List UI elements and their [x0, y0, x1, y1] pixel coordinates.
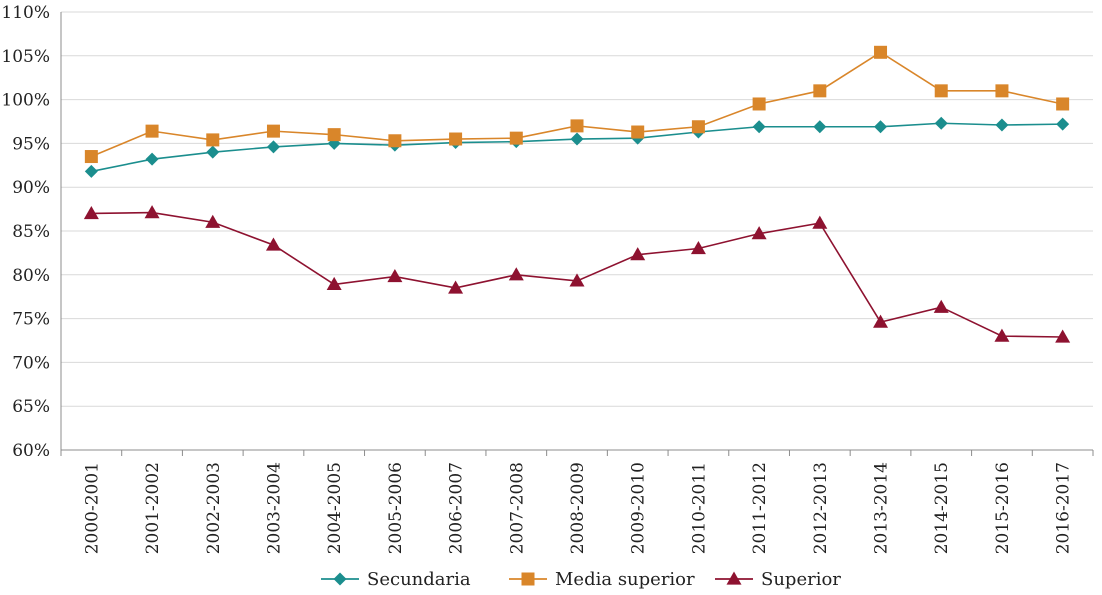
y-tick-label: 100% — [1, 91, 50, 111]
x-axis-ticks: 2000-2001 2001-2002 2002-2003 2003-2004 2004… — [82, 462, 1073, 554]
data-point-secundaria — [84, 164, 98, 178]
y-tick-label: 70% — [12, 353, 50, 373]
data-point-superior — [569, 273, 585, 287]
legend-item-media-superior: Media superior — [509, 569, 695, 590]
data-point-superior — [812, 215, 828, 229]
data-point-media-superior — [449, 132, 463, 146]
y-tick-label: 105% — [1, 47, 50, 67]
data-point-secundaria — [1056, 117, 1070, 131]
x-tick-label: 2012-2013 — [811, 462, 831, 554]
y-tick-label: 85% — [12, 222, 50, 242]
data-point-superior — [205, 214, 221, 228]
legend-item-superior: Superior — [715, 569, 841, 590]
x-tick-label: 2016-2017 — [1054, 462, 1074, 554]
data-point-superior — [1055, 329, 1071, 343]
x-tick-label: 2000-2001 — [82, 462, 102, 554]
y-tick-label: 110% — [1, 3, 50, 23]
data-point-media-superior — [570, 119, 584, 133]
y-tick-label: 95% — [12, 134, 50, 154]
data-point-superior — [630, 247, 646, 261]
x-tick-label: 2008-2009 — [568, 462, 588, 554]
data-point-media-superior — [691, 120, 705, 134]
series — [83, 45, 1071, 343]
data-point-superior — [690, 241, 706, 255]
data-point-media-superior — [84, 150, 98, 164]
legend: Secundaria Media superior Superior — [321, 569, 841, 590]
data-point-superior — [387, 269, 403, 283]
data-point-secundaria — [874, 120, 888, 134]
x-tick-label: 2002-2003 — [204, 462, 224, 554]
data-point-superior — [994, 328, 1010, 342]
x-tick-label: 2015-2016 — [993, 462, 1013, 554]
data-point-media-superior — [1056, 97, 1070, 111]
data-point-media-superior — [206, 133, 220, 147]
data-point-secundaria — [934, 116, 948, 130]
data-point-media-superior — [509, 131, 523, 145]
data-point-media-superior — [631, 125, 645, 139]
data-point-secundaria — [570, 132, 584, 146]
x-tick-label: 2011-2012 — [750, 462, 770, 554]
legend-label: Superior — [761, 569, 841, 590]
x-tick-label: 2004-2005 — [325, 462, 345, 554]
x-tick-label: 2013-2014 — [872, 462, 892, 554]
data-point-secundaria — [752, 120, 766, 134]
data-point-superior — [326, 276, 342, 291]
data-point-superior — [144, 205, 160, 219]
x-tick-label: 2001-2002 — [143, 462, 163, 554]
legend-label: Secundaria — [367, 569, 471, 590]
data-point-media-superior — [145, 124, 159, 138]
data-point-secundaria — [266, 140, 280, 154]
legend-marker-diamond — [333, 572, 347, 586]
data-point-media-superior — [995, 84, 1009, 98]
data-point-superior — [933, 299, 949, 313]
x-tick-label: 2009-2010 — [629, 462, 649, 554]
y-tick-label: 75% — [12, 310, 50, 330]
data-point-superior — [873, 314, 889, 328]
data-point-media-superior — [874, 45, 888, 59]
data-point-media-superior — [388, 134, 402, 148]
x-tick-label: 2005-2006 — [386, 462, 406, 554]
data-point-superior — [751, 226, 767, 240]
data-point-media-superior — [934, 84, 948, 98]
y-tick-label: 80% — [12, 266, 50, 286]
data-point-media-superior — [327, 128, 341, 142]
x-tick-label: 2007-2008 — [507, 462, 527, 554]
data-point-media-superior — [813, 84, 827, 98]
legend-marker-triangle — [726, 571, 742, 585]
data-point-media-superior — [266, 124, 280, 138]
axes — [60, 12, 1094, 456]
data-point-secundaria — [813, 120, 827, 134]
y-tick-label: 90% — [12, 178, 50, 198]
x-tick-label: 2014-2015 — [932, 462, 952, 554]
x-tick-label: 2003-2004 — [264, 462, 284, 554]
data-point-superior — [508, 267, 524, 281]
x-tick-label: 2006-2007 — [447, 462, 467, 554]
series-media-superior — [84, 45, 1070, 164]
data-point-media-superior — [752, 97, 766, 111]
series-superior — [83, 205, 1071, 343]
data-point-superior — [265, 237, 281, 251]
y-tick-label: 60% — [12, 441, 50, 461]
data-point-superior — [83, 205, 99, 220]
legend-label: Media superior — [555, 569, 695, 590]
x-tick-label: 2010-2011 — [689, 462, 709, 554]
gridlines — [61, 11, 1093, 407]
data-point-superior — [448, 280, 464, 294]
data-point-secundaria — [206, 145, 220, 159]
data-point-secundaria — [145, 152, 159, 166]
legend-item-secundaria: Secundaria — [321, 569, 471, 590]
legend-marker-square — [521, 572, 535, 586]
y-axis-ticks: 60% 65% 70% 75% 80% 85% 90% 95% 100% 105% 110% — [1, 3, 50, 461]
y-tick-label: 65% — [12, 397, 50, 417]
data-point-secundaria — [995, 118, 1009, 132]
